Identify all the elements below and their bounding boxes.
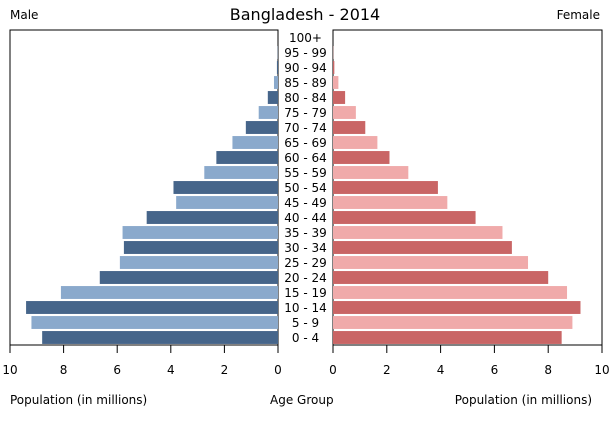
age-group-axis-label: Age Group bbox=[270, 393, 334, 407]
male-axis-tick-label: 6 bbox=[113, 363, 121, 377]
female-bar bbox=[333, 136, 378, 149]
female-bar bbox=[333, 151, 390, 164]
female-bar bbox=[333, 166, 409, 179]
male-bar bbox=[119, 256, 278, 269]
male-bar bbox=[276, 61, 278, 74]
female-axis-tick-label: 4 bbox=[437, 363, 445, 377]
age-group-label: 100+ bbox=[289, 31, 322, 45]
age-group-label: 55 - 59 bbox=[284, 166, 327, 180]
female-bar bbox=[333, 331, 562, 344]
male-bar bbox=[123, 241, 279, 254]
age-group-label: 20 - 24 bbox=[284, 271, 327, 285]
female-axis-tick-label: 8 bbox=[544, 363, 552, 377]
male-bar bbox=[245, 121, 278, 134]
female-bar bbox=[333, 316, 573, 329]
age-group-label: 95 - 99 bbox=[284, 46, 327, 60]
age-group-label: 35 - 39 bbox=[284, 226, 327, 240]
x-axis-label-male: Population (in millions) bbox=[10, 393, 148, 407]
male-axis-tick-label: 4 bbox=[167, 363, 175, 377]
male-bar bbox=[31, 316, 278, 329]
female-bar bbox=[333, 106, 356, 119]
male-bar bbox=[60, 286, 278, 299]
age-group-label: 75 - 79 bbox=[284, 106, 327, 120]
female-axis-tick-label: 10 bbox=[594, 363, 609, 377]
male-bar bbox=[99, 271, 278, 284]
male-bar bbox=[122, 226, 278, 239]
female-axis-tick-label: 0 bbox=[329, 363, 337, 377]
male-bar bbox=[232, 136, 278, 149]
age-group-label: 45 - 49 bbox=[284, 196, 327, 210]
female-bar bbox=[333, 76, 339, 89]
age-group-label: 15 - 19 bbox=[284, 286, 327, 300]
chart-title: Bangladesh - 2014 bbox=[229, 5, 381, 24]
female-bar bbox=[333, 181, 438, 194]
age-group-label: 60 - 64 bbox=[284, 151, 327, 165]
female-bar bbox=[333, 241, 512, 254]
female-axis-tick-label: 2 bbox=[383, 363, 391, 377]
male-bar bbox=[267, 91, 278, 104]
female-bar bbox=[333, 91, 346, 104]
male-bar bbox=[26, 301, 278, 314]
female-bar bbox=[333, 196, 448, 209]
age-group-label: 50 - 54 bbox=[284, 181, 327, 195]
age-group-label: 25 - 29 bbox=[284, 256, 327, 270]
female-bar bbox=[333, 226, 503, 239]
female-bar bbox=[333, 271, 549, 284]
male-bar bbox=[146, 211, 278, 224]
age-group-label: 40 - 44 bbox=[284, 211, 327, 225]
age-group-label: 85 - 89 bbox=[284, 76, 327, 90]
female-bar bbox=[333, 61, 335, 74]
male-bar bbox=[273, 76, 278, 89]
male-axis-tick-label: 10 bbox=[2, 363, 17, 377]
female-bar bbox=[333, 121, 366, 134]
female-bar bbox=[333, 211, 476, 224]
female-bar bbox=[333, 256, 529, 269]
male-bar bbox=[42, 331, 278, 344]
male-axis-tick-label: 8 bbox=[60, 363, 68, 377]
age-group-label: 65 - 69 bbox=[284, 136, 327, 150]
male-bar bbox=[258, 106, 278, 119]
age-group-label: 30 - 34 bbox=[284, 241, 327, 255]
female-side-label: Female bbox=[556, 8, 600, 22]
x-axis-label-female: Population (in millions) bbox=[454, 393, 592, 407]
male-bar bbox=[173, 181, 278, 194]
age-group-label: 10 - 14 bbox=[284, 301, 327, 315]
male-axis-tick-label: 0 bbox=[274, 363, 282, 377]
male-axis-tick-label: 2 bbox=[221, 363, 229, 377]
age-group-label: 5 - 9 bbox=[292, 316, 319, 330]
female-axis-tick-label: 6 bbox=[491, 363, 499, 377]
age-group-label: 0 - 4 bbox=[292, 331, 319, 345]
age-group-label: 70 - 74 bbox=[284, 121, 327, 135]
male-side-label: Male bbox=[10, 8, 39, 22]
female-bar bbox=[333, 301, 581, 314]
age-group-label: 80 - 84 bbox=[284, 91, 327, 105]
male-bar bbox=[176, 196, 278, 209]
age-group-label: 90 - 94 bbox=[284, 61, 327, 75]
male-bar bbox=[216, 151, 278, 164]
female-bar bbox=[333, 286, 568, 299]
male-bar bbox=[204, 166, 278, 179]
